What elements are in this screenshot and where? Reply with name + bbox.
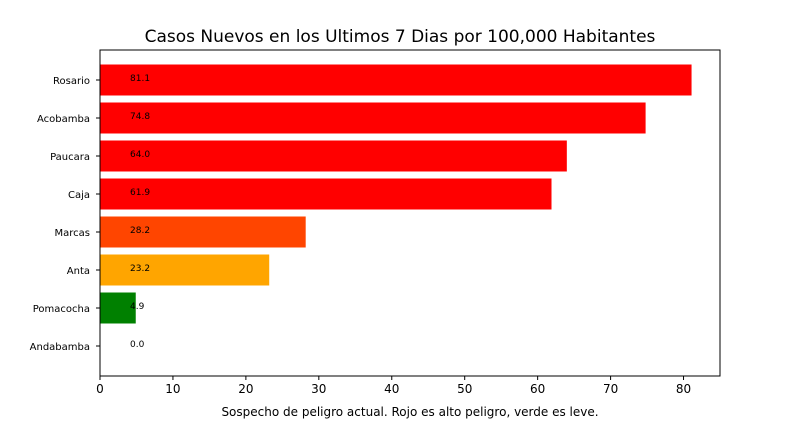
x-tick-label: 50 <box>457 382 472 396</box>
y-tick-label: Paucara <box>50 152 90 163</box>
bar <box>100 178 552 210</box>
y-tick-labels: Rosario Acobamba Paucara Caja Marcas Anta Poma… <box>30 76 100 353</box>
x-tick-label: 60 <box>530 382 545 396</box>
value-label: 0.0 <box>130 340 145 350</box>
value-label: 61.9 <box>130 188 150 198</box>
bar <box>100 140 567 172</box>
x-axis: 0 10 20 30 40 50 60 70 80 <box>96 376 691 396</box>
value-label: 74.8 <box>130 112 150 122</box>
bars-group <box>100 64 692 324</box>
x-tick-label: 10 <box>165 382 180 396</box>
value-label: 28.2 <box>130 226 150 236</box>
bar <box>100 64 692 96</box>
x-axis-label: Sospecho de peligro actual. Rojo es alto… <box>221 405 598 419</box>
x-tick-label: 80 <box>676 382 691 396</box>
y-tick-label: Acobamba <box>37 114 90 125</box>
plot-frame <box>99 49 721 377</box>
bar <box>100 102 646 134</box>
value-label: 64.0 <box>130 150 150 160</box>
bar <box>100 216 306 248</box>
y-tick-label: Pomacocha <box>33 304 90 315</box>
x-tick-label: 70 <box>603 382 618 396</box>
bar <box>100 254 270 286</box>
chart-title: Casos Nuevos en los Ultimos 7 Dias por 1… <box>145 27 656 47</box>
x-tick-label: 30 <box>311 382 326 396</box>
value-label: 81.1 <box>130 74 150 84</box>
value-labels: 81.1 74.8 64.0 61.9 28.2 23.2 4.9 0.0 <box>130 74 150 350</box>
y-tick-label: Caja <box>68 190 90 201</box>
y-tick-label: Marcas <box>55 228 90 239</box>
value-label: 23.2 <box>130 264 150 274</box>
value-label: 4.9 <box>130 302 145 312</box>
y-tick-label: Andabamba <box>30 342 90 353</box>
y-tick-label: Anta <box>67 266 90 277</box>
bar <box>100 292 136 324</box>
y-tick-label: Rosario <box>53 76 90 87</box>
x-tick-label: 0 <box>96 382 104 396</box>
x-tick-label: 40 <box>384 382 399 396</box>
x-tick-label: 20 <box>238 382 253 396</box>
